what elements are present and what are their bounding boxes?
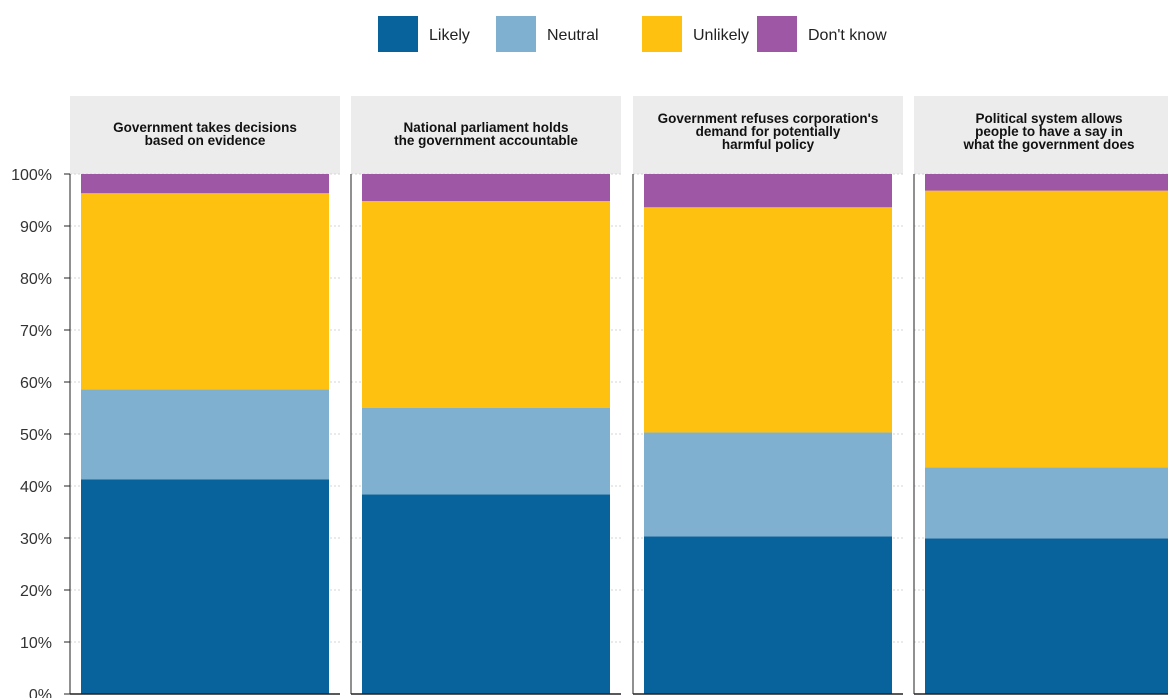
panel-title-line: people to have a say in [975,124,1123,139]
y-tick-label: 10% [20,635,52,652]
bar-segment-neutral [362,408,610,495]
legend-label: Don't know [808,27,887,44]
legend-label: Neutral [547,27,599,44]
legend-swatch-don-t-know [757,16,797,52]
legend-swatch-neutral [496,16,536,52]
legend-swatch-unlikely [642,16,682,52]
bar-segment-likely [925,538,1168,694]
panel-title-line: the government accountable [394,133,578,148]
panel-title-line: National parliament holds [403,120,568,135]
y-tick-label: 100% [11,167,52,184]
panel-header-bg [914,96,1168,174]
y-tick-label: 20% [20,583,52,600]
panel-title-line: Government takes decisions [113,120,297,135]
y-tick-label: 60% [20,375,52,392]
y-tick-label: 0% [29,687,52,698]
bar-segment-don-t-know [81,174,329,194]
panel-title-line: Government refuses corporation's [658,111,879,126]
bar-segment-unlikely [925,190,1168,468]
legend-swatch-likely [378,16,418,52]
panel-header-bg [70,96,340,174]
bar-segment-neutral [644,432,892,537]
legend-label: Likely [429,27,470,44]
legend-label: Unlikely [693,27,749,44]
bar-segment-neutral [925,467,1168,539]
bar-segment-neutral [81,389,329,480]
y-tick-label: 30% [20,531,52,548]
y-tick-label: 40% [20,479,52,496]
bar-segment-don-t-know [644,174,892,208]
panel-title-line: demand for potentially [696,124,841,139]
y-tick-label: 80% [20,271,52,288]
panel-header-bg [351,96,621,174]
y-tick-label: 90% [20,219,52,236]
y-tick-label: 50% [20,427,52,444]
bar-segment-unlikely [362,201,610,408]
panel-header-bg [633,96,903,174]
bar-segment-don-t-know [925,174,1168,191]
bar-segment-likely [644,536,892,694]
panel-title-line: Political system allows [975,111,1122,126]
bar-segment-likely [362,494,610,694]
y-tick-label: 70% [20,323,52,340]
bar-segment-unlikely [644,207,892,433]
bar-segment-unlikely [81,193,329,390]
panel-title-line: harmful policy [722,137,815,152]
bar-segment-likely [81,479,329,694]
panel-title-line: based on evidence [145,133,266,148]
bar-segment-don-t-know [362,174,610,202]
panel-title-line: what the government does [962,137,1134,152]
